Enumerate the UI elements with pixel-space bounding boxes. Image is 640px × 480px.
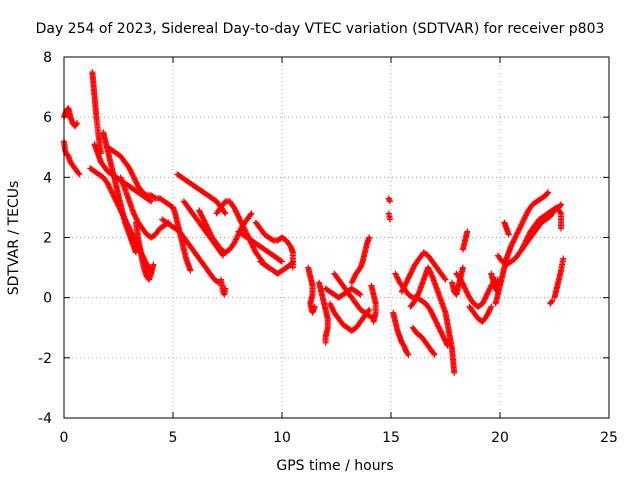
- data-point: [560, 255, 567, 262]
- y-tick-label: 8: [43, 50, 52, 66]
- data-point: [544, 190, 551, 197]
- data-point: [549, 297, 556, 304]
- data-point: [548, 298, 555, 305]
- data-point: [370, 318, 377, 325]
- data-point: [464, 228, 471, 235]
- x-tick-label: 15: [382, 430, 400, 446]
- data-point: [441, 275, 448, 282]
- data-point: [289, 259, 296, 266]
- data-point: [366, 234, 373, 241]
- data-point: [289, 258, 296, 265]
- x-tick-label: 5: [169, 430, 178, 446]
- data-point: [73, 121, 80, 128]
- data-point: [322, 339, 329, 346]
- plot-frame: [63, 56, 610, 419]
- data-point: [544, 189, 551, 196]
- data-point: [557, 209, 564, 216]
- data-point: [430, 350, 437, 357]
- data-point: [488, 303, 495, 310]
- data-point: [222, 285, 229, 292]
- data-point: [405, 351, 412, 358]
- data-point: [558, 225, 565, 232]
- data-point: [76, 171, 83, 178]
- data-point: [214, 278, 221, 285]
- data-point: [74, 120, 81, 127]
- data-point: [366, 306, 373, 313]
- data-point: [148, 198, 155, 205]
- data-point: [505, 231, 512, 238]
- data-point: [277, 257, 284, 264]
- y-tick-label: 4: [43, 170, 52, 186]
- data-point: [442, 276, 449, 283]
- data-point: [75, 170, 82, 177]
- y-tick-label: -4: [38, 411, 52, 427]
- data-point: [557, 202, 564, 209]
- y-axis-label: SDTVAR / TECUs: [6, 181, 22, 296]
- data-point: [248, 210, 255, 217]
- data-point: [558, 201, 565, 208]
- data-point: [459, 264, 466, 271]
- x-tick-label: 0: [60, 430, 69, 446]
- data-point: [289, 264, 296, 271]
- data-point: [150, 261, 157, 268]
- x-tick-label: 10: [273, 430, 291, 446]
- data-point: [487, 304, 494, 311]
- data-series: [61, 69, 567, 376]
- y-tick-label: 2: [43, 231, 52, 247]
- data-point: [428, 272, 435, 279]
- x-axis-label: GPS time / hours: [276, 458, 393, 474]
- data-point: [431, 351, 438, 358]
- data-point: [147, 197, 154, 204]
- data-point: [451, 369, 458, 376]
- data-point: [279, 258, 285, 265]
- data-point: [404, 350, 411, 357]
- x-tick-label: 20: [491, 430, 509, 446]
- data-point: [222, 210, 229, 217]
- y-tick-label: 6: [43, 110, 52, 126]
- axis-ticks: 0 5 10 15 20 25 -4 -2 0 2 4 6 8: [38, 50, 618, 446]
- data-point: [357, 291, 364, 298]
- data-point: [386, 216, 393, 223]
- data-point: [311, 303, 318, 310]
- data-point: [221, 209, 228, 216]
- chart-title: Day 254 of 2023, Sidereal Day-to-day VTE…: [36, 21, 605, 37]
- data-point: [356, 290, 363, 297]
- y-tick-label: -2: [38, 351, 52, 367]
- data-point: [386, 198, 393, 205]
- data-point: [247, 211, 254, 218]
- x-tick-label: 25: [600, 430, 618, 446]
- data-point: [187, 267, 194, 274]
- y-tick-label: 0: [43, 291, 52, 307]
- data-point: [415, 289, 422, 296]
